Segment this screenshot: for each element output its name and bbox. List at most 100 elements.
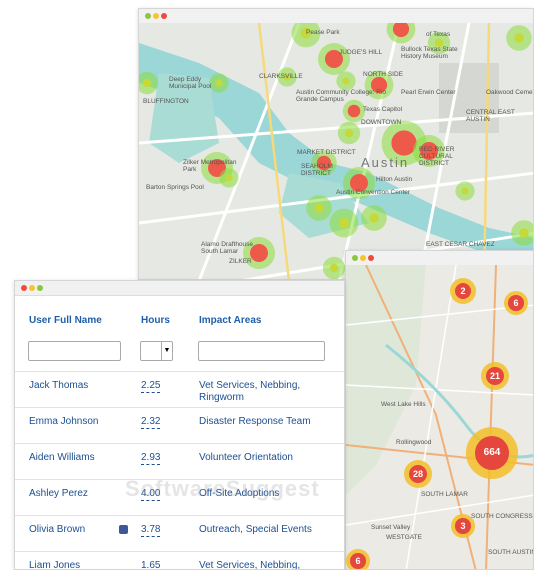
map-label: EAST CESAR CHAVEZ [426, 241, 495, 248]
map-label: Austin Community College: Rio Grande Cam… [296, 89, 386, 103]
heat-core [316, 155, 332, 171]
table-row[interactable]: Liam Jones 1.65 Vet Services, Nebbing, [15, 551, 344, 570]
map-label: Alamo Drafthouse South Lamar [201, 241, 254, 255]
map-label: DOWNTOWN [361, 119, 402, 126]
name-filter[interactable] [28, 341, 121, 361]
heatmap[interactable]: Pease Park JUDGE'S HILL of Texas Bullock Te… [139, 23, 533, 279]
cluster[interactable]: 3 [451, 514, 475, 538]
map-label: BLUFFINGTON [143, 98, 189, 105]
heatmap-window: Pease Park JUDGE'S HILL of Texas Bullock Te… [138, 8, 534, 280]
cluster[interactable]: 2 [450, 278, 476, 304]
hours: 2.32 [141, 416, 161, 429]
column-header[interactable]: User Full Name [29, 315, 102, 326]
hours-filter[interactable]: ▼ [140, 341, 173, 361]
heat-core [519, 228, 529, 238]
heat-core [434, 38, 444, 48]
cluster-count: 21 [485, 366, 505, 386]
map-label: Bullock Texas State History Museum [401, 46, 458, 60]
heat-core [225, 174, 233, 182]
impact-areas: Vet Services, Nebbing, Ringworm [199, 380, 301, 403]
table-window: User Full Name Hours Impact Areas ▼ Jack… [14, 280, 345, 570]
map-label: JUDGE'S HILL [339, 49, 383, 56]
cluster-count: 6 [350, 553, 366, 569]
heat-core [300, 27, 312, 39]
map-label: Pease Park [306, 29, 340, 36]
map-label: CENTRAL EAST AUSTIN [466, 109, 515, 123]
user-name[interactable]: Ashley Perez [29, 488, 88, 499]
heat-core [461, 187, 469, 195]
impact-areas: Off-Site Adoptions [199, 488, 280, 499]
hours: 1.65 [141, 560, 160, 569]
map-label: West Lake Hills [381, 401, 426, 408]
map-label: Sunset Valley [371, 524, 411, 531]
cluster-count: 2 [454, 282, 472, 300]
map-label: SOUTH CONGRESS [471, 513, 533, 520]
hours: 3.78 [141, 524, 161, 537]
map-label: SOUTH AUSTIN [488, 549, 534, 556]
heat-core [350, 174, 368, 192]
heat-core [283, 73, 291, 81]
heat-core [514, 33, 524, 43]
table-row[interactable]: Ashley Perez 4.00 Off-Site Adoptions [15, 479, 344, 516]
hours: 2.25 [141, 380, 161, 393]
cluster-map[interactable]: West Lake Hills Rollingwood SOUTH LAMAR Sun… [346, 265, 533, 569]
hours: 2.93 [141, 452, 161, 465]
cluster-count: 3 [455, 518, 471, 534]
cluster-count: 664 [475, 436, 509, 470]
heat-core [142, 78, 152, 88]
impact-areas: Volunteer Orientation [199, 452, 293, 463]
column-header[interactable]: Impact Areas [199, 315, 262, 326]
table-row[interactable]: Aiden Williams 2.93 Volunteer Orientation [15, 443, 344, 480]
map-label: Zilker Metropolitan Park [183, 159, 237, 173]
impact-areas: Disaster Response Team [199, 416, 311, 427]
heat-core [420, 142, 438, 160]
heat-core [215, 79, 223, 87]
cluster[interactable]: 21 [481, 362, 509, 390]
map-label: ZILKER [229, 258, 252, 265]
map-label: Pearl Erwin Center [401, 89, 456, 96]
table-row[interactable]: Emma Johnson 2.32 Disaster Response Team [15, 407, 344, 444]
user-name[interactable]: Liam Jones [29, 560, 81, 570]
heat-core [329, 263, 339, 273]
heat-core [314, 203, 324, 213]
user-name[interactable]: Emma Johnson [29, 416, 99, 427]
cluster[interactable]: 28 [404, 460, 432, 488]
column-header[interactable]: Hours [141, 315, 170, 326]
user-name[interactable]: Jack Thomas [29, 380, 89, 391]
cluster[interactable]: 6 [504, 291, 528, 315]
user-name[interactable]: Olivia Brown [29, 524, 86, 535]
map-label: Austin Convention Center [336, 189, 411, 196]
cluster-count: 6 [508, 295, 524, 311]
map-label: Barton Springs Pool [146, 184, 204, 191]
heat-core [392, 23, 410, 38]
window-bar [346, 251, 533, 266]
heat-core [370, 76, 388, 94]
cluster[interactable]: 664 [466, 427, 518, 479]
cluster[interactable]: 6 [346, 549, 370, 569]
area-filter[interactable] [198, 341, 325, 361]
window-bar [15, 281, 344, 296]
heat-core [338, 217, 350, 229]
map-label: NORTH SIDE [363, 71, 403, 78]
map-label: SEAHOLM DISTRICT [301, 163, 333, 177]
heat-core [344, 128, 354, 138]
impact-areas: Outreach, Special Events [199, 524, 312, 535]
table-row[interactable]: Jack Thomas 2.25 Vet Services, Nebbing, Ri… [15, 371, 344, 408]
cluster-window: West Lake Hills Rollingwood SOUTH LAMAR Sun… [345, 250, 534, 570]
map-label: Austin [361, 155, 410, 170]
map-label: MARKET DISTRICT [297, 149, 356, 156]
table-row[interactable]: Olivia Brown 3.78 Outreach, Special Events [15, 515, 344, 552]
impact-areas: Vet Services, Nebbing, [199, 560, 301, 570]
map-label: of Texas [426, 31, 451, 38]
map-background [346, 265, 533, 569]
map-label: Oakwood Cemetery [486, 89, 533, 96]
heat-core [391, 130, 417, 156]
heat-core [342, 77, 350, 85]
watermark: SoftwareSuggest [125, 476, 320, 501]
user-name[interactable]: Aiden Williams [29, 452, 95, 463]
heat-core [250, 244, 268, 262]
map-background [139, 23, 533, 279]
window-bar [139, 9, 533, 24]
hours: 4.00 [141, 488, 161, 501]
map-label: Deep Eddy Municipal Pool [169, 76, 212, 90]
